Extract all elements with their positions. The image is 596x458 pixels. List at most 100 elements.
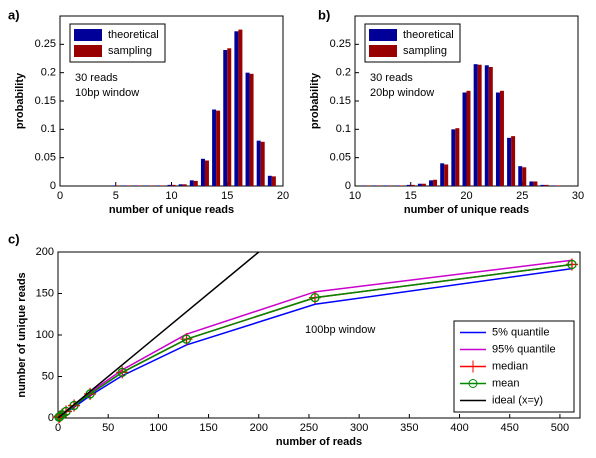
bar [395,185,400,186]
x-tick-label: 50 [102,422,114,434]
bar [533,181,538,186]
bar [522,167,527,186]
x-tick-label: 100 [149,422,167,434]
x-tick-label: 250 [300,422,318,434]
bar [507,137,512,186]
bar [406,184,411,186]
legend-label: median [492,360,528,372]
y-tick-label: 200 [36,246,54,258]
y-tick-label: 0 [48,412,54,424]
x-axis-label: number of unique reads [404,204,529,216]
legend-label: sampling [403,45,447,57]
x-tick-label: 0 [57,190,63,202]
legend-swatch [74,45,102,57]
legend-label: mean [492,377,520,389]
bar [156,185,161,186]
y-axis-label: number of unique reads [16,272,28,397]
marker [117,367,127,378]
bar [111,185,116,186]
x-tick-label: 25 [516,190,528,202]
bar [373,185,378,186]
y-tick-label: 0.05 [330,152,351,164]
bar [178,184,183,186]
bar [518,166,523,186]
x-tick-label: 450 [501,422,519,434]
bar [377,185,382,186]
bar [555,185,560,186]
x-tick-label: 15 [405,190,417,202]
y-tick-label: 0 [50,180,56,192]
legend-swatch [369,29,397,41]
bar [138,185,143,186]
x-tick-label: 10 [349,190,361,202]
legend-label: 5% quantile [492,326,550,338]
line [57,251,260,419]
legend-swatch [74,29,102,41]
bar [223,50,228,186]
y-tick-label: 0.2 [336,67,351,79]
bar [495,92,500,186]
bar [260,141,265,186]
x-tick-label: 15 [221,190,233,202]
bar [444,164,449,186]
x-tick-label: 20 [460,190,472,202]
x-tick-label: 0 [55,422,61,434]
bar [544,184,549,186]
x-axis-label: number of unique reads [109,204,234,216]
bar [122,185,127,186]
x-tick-label: 400 [450,422,468,434]
legend-label: theoretical [403,29,454,41]
bar [366,185,371,186]
y-tick-label: 0.15 [35,95,56,107]
bar [245,72,250,186]
bar [477,64,482,186]
bar [126,185,131,186]
bar [433,179,438,186]
bar [421,183,426,186]
y-tick-label: 0.1 [336,123,351,135]
legend-marker [468,379,478,388]
bar [540,184,545,186]
bar [440,163,445,186]
bar [410,184,415,186]
bar [171,184,176,186]
bar [182,184,187,186]
x-tick-label: 20 [277,190,289,202]
bar [362,185,367,186]
bar [216,110,221,186]
bar [429,180,434,186]
bar [466,90,471,186]
x-tick-label: 500 [551,422,569,434]
marker [61,406,71,417]
y-tick-label: 0.05 [35,152,56,164]
bar [200,158,205,186]
bar [271,176,276,186]
legend-label: ideal (x=y) [492,394,543,406]
marker [567,259,577,270]
marker [310,292,320,303]
y-tick-label: 0.2 [41,67,56,79]
bar [256,140,261,186]
bar [499,90,504,186]
bar [455,128,460,186]
bar [462,92,467,186]
x-tick-label: 300 [350,422,368,434]
annotation: 100bp window [305,324,375,336]
annotation: 30 reads [75,72,118,84]
legend-swatch [369,45,397,57]
bar [417,183,422,186]
marker [69,400,79,411]
x-tick-label: 10 [165,190,177,202]
legend-marker [467,360,479,373]
bar [149,185,154,186]
marker [181,334,192,344]
bar [227,48,232,186]
bar [212,109,217,186]
bar [160,185,165,186]
bar [451,129,456,186]
x-tick-label: 200 [250,422,268,434]
x-tick-label: 350 [400,422,418,434]
annotation: 30 reads [370,72,413,84]
x-tick-label: 30 [572,190,584,202]
